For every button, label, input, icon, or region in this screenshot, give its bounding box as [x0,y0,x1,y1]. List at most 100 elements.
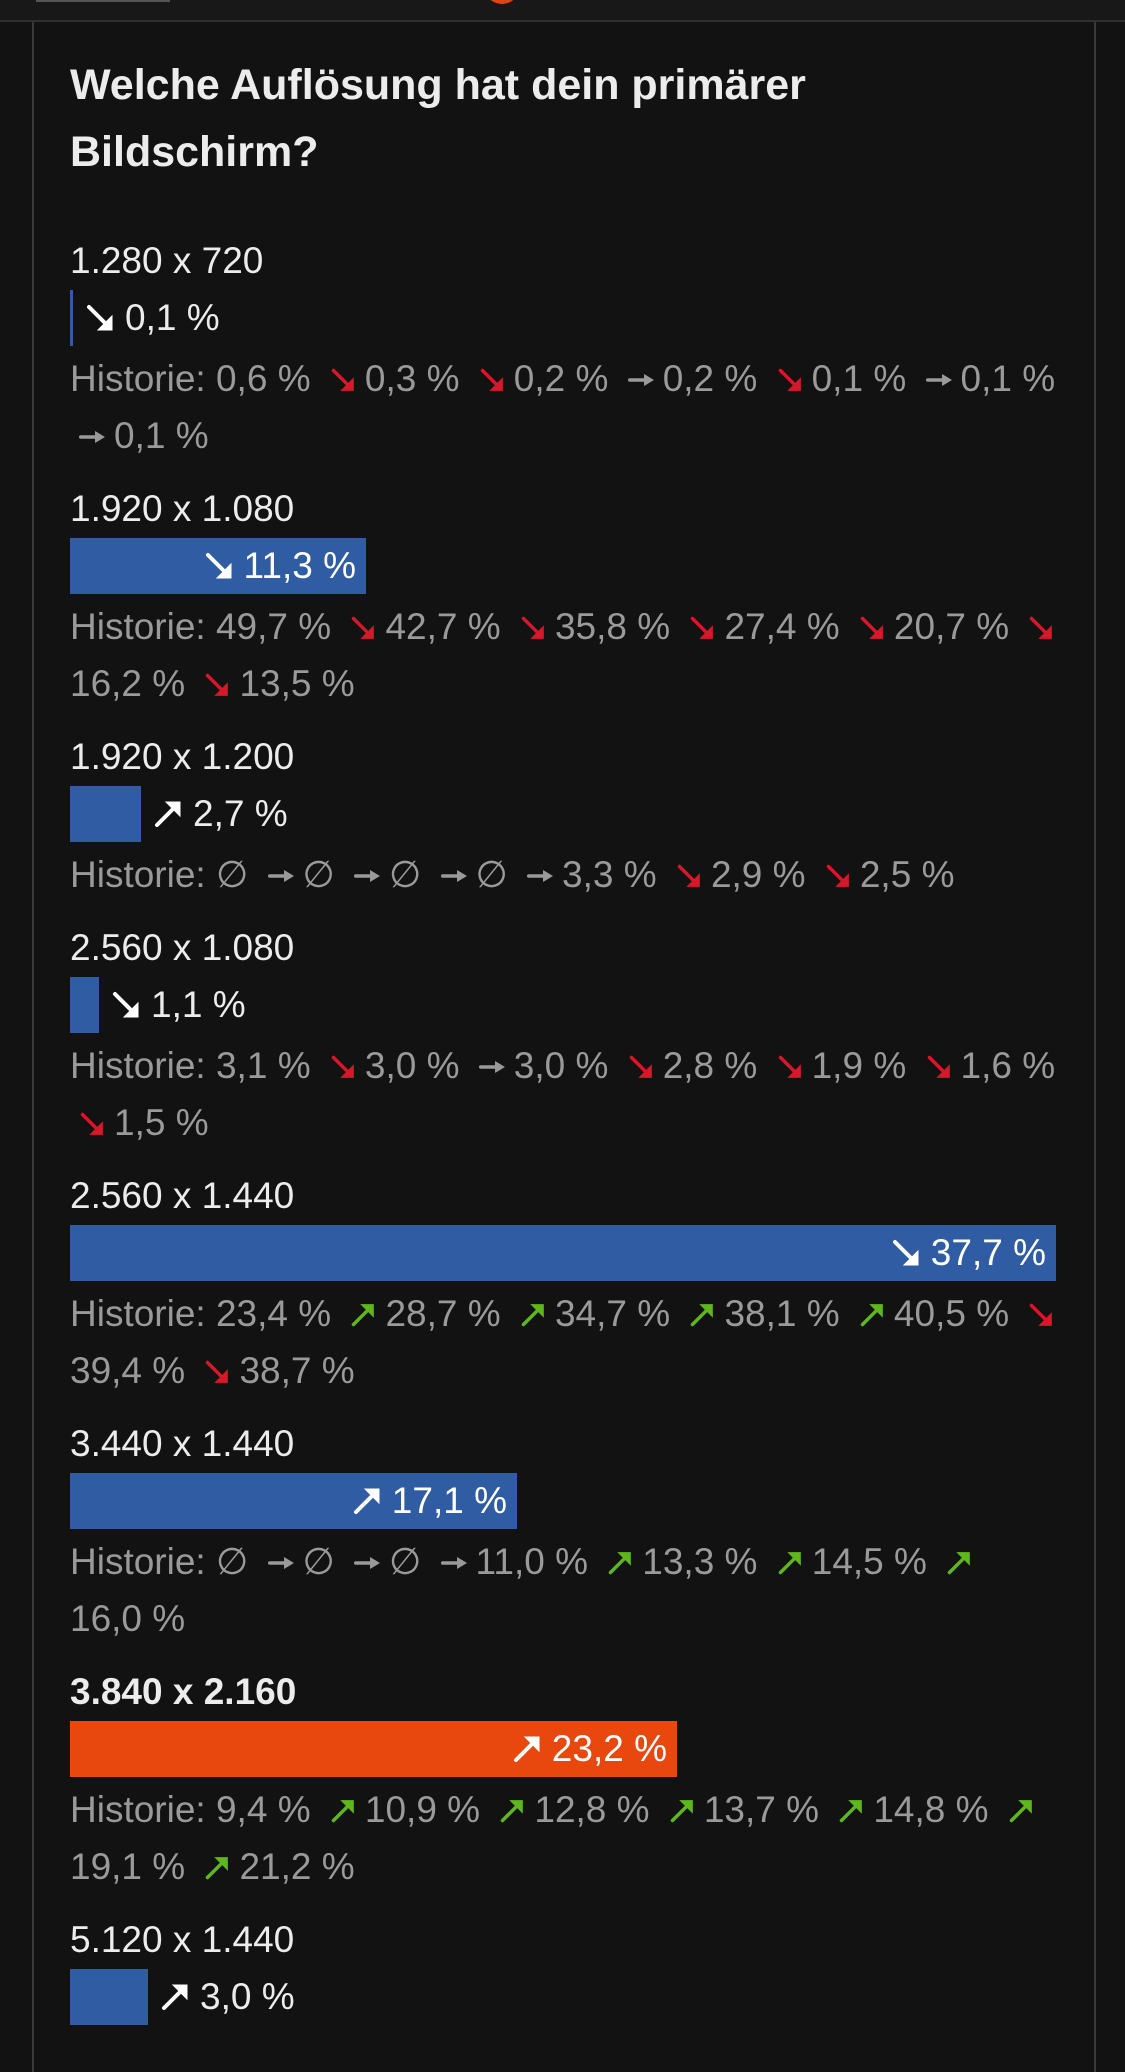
option-label: 1.920 x 1.200 [70,736,295,777]
option-bar-row: 23,2 % [70,1721,1060,1777]
trend-up-icon [608,1552,632,1575]
option-percent-group: 2,7 % [141,793,288,835]
trend-down-icon [205,553,232,579]
trend-flat-icon [440,1557,467,1569]
result-bar: 37,7 % [70,1225,1056,1281]
result-bar [70,786,141,842]
option-label: 1.920 x 1.080 [70,488,295,529]
history-value: 27,4 % [724,606,840,647]
result-bar [70,1969,148,2025]
history-value: 38,7 % [239,1350,355,1391]
history-value: 0,1 % [960,358,1056,399]
history-value: ∅ [389,1541,422,1582]
trend-down-icon [331,1055,354,1078]
trend-flat-icon [478,1061,505,1073]
trend-up-icon [1009,1800,1032,1823]
history-value: 34,7 % [554,1293,671,1334]
option-history: Historie: 23,4 % 28,7 % 34,7 % 38,1 % 40… [70,1285,1070,1399]
poll-option: 3.440 x 1.440 17,1 % Historie: ∅ ∅ ∅ 11,0 … [70,1421,1060,1647]
trend-down-icon [677,864,700,887]
option-history: Historie: 3,1 % 3,0 % 3,0 % 2,8 % 1,9 % … [70,1037,1070,1151]
trend-up-icon [860,1304,883,1327]
history-value: 0,1 % [811,358,907,399]
history-value: 42,7 % [385,606,501,647]
history-value: 9,4 % [215,1789,311,1830]
trend-down-icon [80,1112,103,1135]
trend-up-icon [206,1857,229,1880]
trend-up-icon [778,1552,801,1575]
history-value: 0,6 % [215,358,311,399]
option-percent-group: 37,7 % [891,1232,1056,1274]
trend-down-icon [113,992,139,1018]
option-percent: 11,3 % [243,545,356,586]
trend-down-icon [1030,1303,1053,1326]
option-label: 2.560 x 1.440 [70,1175,295,1216]
poll-option: 5.120 x 1.440 3,0 % [70,1917,1060,2025]
trend-up-icon [352,1304,375,1327]
history-value: ∅ [302,854,335,895]
history-value: 13,5 % [239,663,355,704]
history-value: ∅ [475,854,508,895]
trend-flat-icon [267,1557,294,1569]
trend-down-icon [352,616,375,639]
trend-up-icon [947,1552,971,1575]
option-percent-group: 23,2 % [512,1728,677,1770]
option-label: 3.440 x 1.440 [70,1423,295,1464]
history-value: 49,7 % [215,606,332,647]
history-value: 14,8 % [873,1789,989,1830]
option-percent: 17,1 % [391,1480,507,1521]
trend-up-icon [670,1800,693,1823]
result-bar: 11,3 % [70,538,366,594]
option-bar-row: 11,3 % [70,538,1060,594]
option-percent: 2,7 % [193,793,288,834]
history-value: 40,5 % [893,1293,1010,1334]
history-value: 20,7 % [893,606,1010,647]
trend-down-icon [206,673,229,696]
history-value: 2,9 % [710,854,806,895]
top-tab-indicator [36,0,170,2]
option-percent-group: 17,1 % [352,1480,517,1522]
history-value: 2,8 % [662,1045,758,1086]
option-bar-row: 37,7 % [70,1225,1060,1281]
history-prefix: Historie: [70,1541,206,1582]
history-value: 13,7 % [703,1789,820,1830]
option-label: 1.280 x 720 [70,240,264,281]
history-value: 23,4 % [215,1293,332,1334]
trend-up-icon [691,1304,714,1327]
history-value: ∅ [389,854,422,895]
history-value: 0,1 % [114,415,209,456]
option-bar-row: 1,1 % [70,977,1060,1033]
history-value: 19,1 % [70,1846,186,1887]
history-prefix: Historie: [70,1789,206,1830]
option-percent: 3,0 % [200,1976,295,2017]
history-value: 38,1 % [724,1293,840,1334]
history-value: 39,4 % [70,1350,186,1391]
poll-content: Welche Auflösung hat dein primärer Bilds… [70,52,1060,2047]
history-value: 1,9 % [811,1045,907,1086]
history-value: 2,5 % [859,854,955,895]
trend-down-icon [629,1055,652,1078]
trend-flat-icon [440,870,467,882]
result-bar [70,977,99,1033]
trend-down-icon [521,616,544,639]
history-value: ∅ [215,854,249,895]
option-label: 2.560 x 1.080 [70,927,295,968]
history-value: 16,0 % [70,1598,186,1639]
option-percent-group: 11,3 % [204,545,366,587]
trend-flat-icon [267,870,294,882]
option-percent: 37,7 % [930,1232,1046,1273]
option-history: Historie: ∅ ∅ ∅ 11,0 % 13,3 % 14,5 % 16,… [70,1533,1070,1647]
trend-down-icon [892,1240,919,1266]
poll-option: 1.920 x 1.200 2,7 % Historie: ∅ ∅ ∅ ∅ 3,3 … [70,734,1060,903]
poll-option: 2.560 x 1.080 1,1 % Historie: 3,1 % 3,0 % … [70,925,1060,1151]
history-value: 3,0 % [513,1045,609,1086]
option-percent: 0,1 % [125,297,220,338]
option-history: Historie: 49,7 % 42,7 % 35,8 % 27,4 % 20… [70,598,1070,712]
history-value: 3,0 % [364,1045,460,1086]
trend-up-icon [331,1800,354,1823]
trend-down-icon [860,616,883,639]
trend-up-icon [353,1488,380,1514]
option-percent: 1,1 % [151,984,246,1025]
option-percent-group: 1,1 % [99,984,246,1026]
trend-flat-icon [79,431,105,443]
